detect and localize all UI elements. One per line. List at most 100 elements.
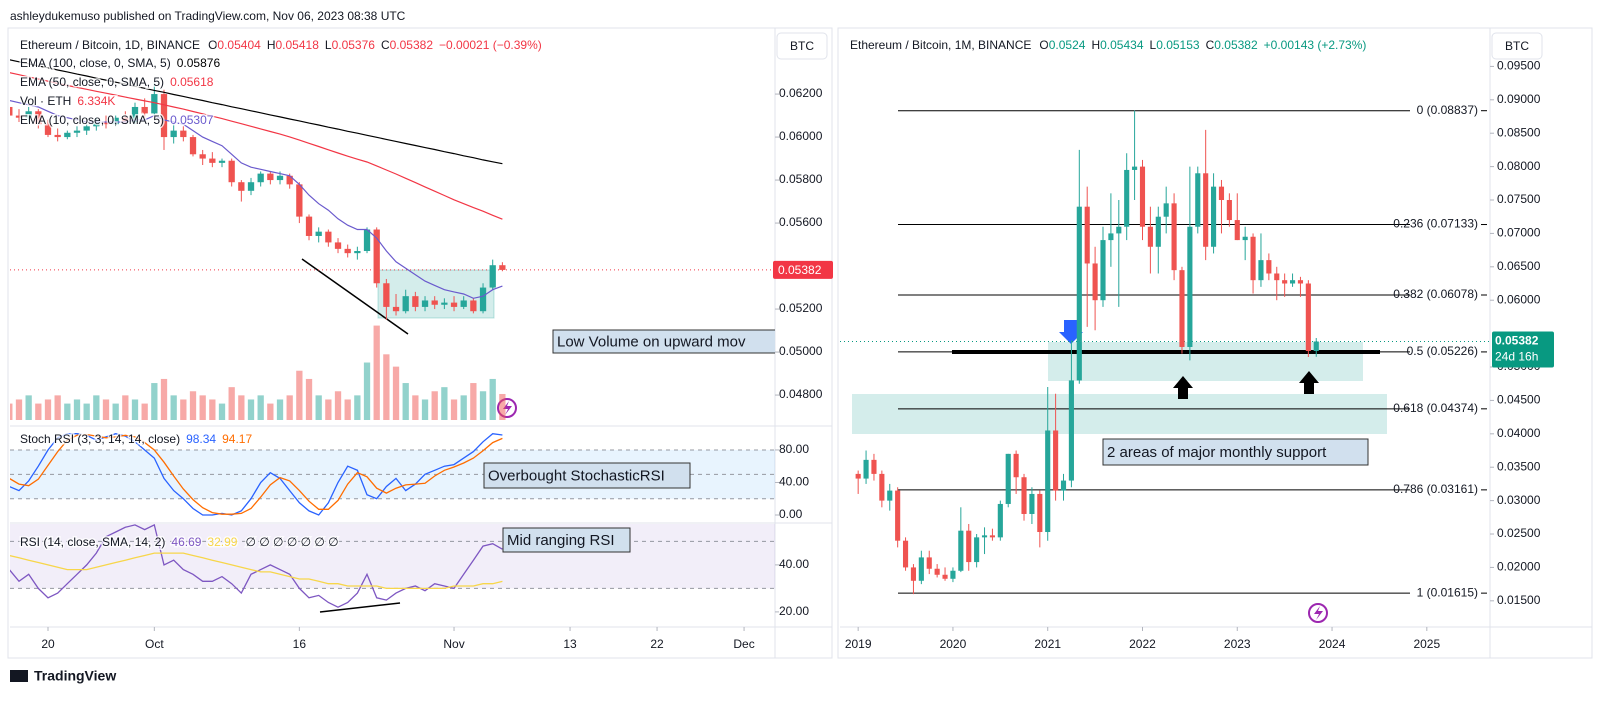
legend-text: 0.05876 xyxy=(177,56,221,70)
candle-body xyxy=(1218,186,1225,201)
volume-bar xyxy=(199,395,206,420)
volume-bar xyxy=(102,399,110,420)
y-tick-label: 0.05200 xyxy=(779,301,823,315)
x-tick-label: Oct xyxy=(145,637,164,651)
legend-text: Vol · ETH xyxy=(20,94,71,108)
candle-body xyxy=(1234,220,1240,241)
price-pane: Low Volume on upward mov xyxy=(10,59,775,420)
price-pane: 0 (0.08837) 0.236 (0.07133) 0.382 (0.06078… xyxy=(840,103,1490,599)
volume-bar xyxy=(479,391,487,420)
candle-body xyxy=(286,175,293,185)
candle-body xyxy=(363,229,371,252)
y-tick-label: 0.08500 xyxy=(1497,125,1541,139)
legend-text: ∅ ∅ ∅ ∅ ∅ ∅ ∅ xyxy=(245,535,338,549)
indicator-line xyxy=(10,433,503,515)
candle-body xyxy=(325,231,332,243)
volume-bar xyxy=(334,391,342,420)
candle-body xyxy=(1029,493,1035,514)
candle-body xyxy=(1289,280,1296,284)
x-tick-label: 20 xyxy=(41,637,55,651)
candle-body xyxy=(170,130,177,138)
candle-body xyxy=(1211,186,1217,247)
candle-body xyxy=(354,251,361,254)
rsi-pane: Mid ranging RSI xyxy=(10,524,775,608)
candle-body xyxy=(1053,430,1059,491)
volume-bar xyxy=(112,403,119,420)
candle-body xyxy=(247,182,255,191)
candle-body xyxy=(199,154,206,159)
candle-body xyxy=(871,459,877,474)
candle-body xyxy=(412,296,419,307)
candle-body xyxy=(1187,226,1193,347)
candle-body xyxy=(910,567,917,581)
ema-line xyxy=(10,59,503,165)
indicator-legend: RSI (14, close, SMA, 14, 2) 46.69 32.99 ∅ ∅… xyxy=(20,535,339,549)
volume-bar xyxy=(15,399,23,420)
y-tick-label: 0.06200 xyxy=(779,86,823,100)
candle-body xyxy=(926,557,932,569)
price-box-label: 0.05382 xyxy=(1495,334,1539,348)
price-box xyxy=(773,260,833,279)
x-tick-label: 2023 xyxy=(1224,637,1251,651)
y-tick-label: 0.07500 xyxy=(1497,192,1541,206)
candle-body xyxy=(35,111,42,125)
y-tick-label: 0.02000 xyxy=(1497,560,1541,574)
y-tick-label: 0.04000 xyxy=(1497,426,1541,440)
legend-text: 98.34 xyxy=(186,432,216,446)
candle-body xyxy=(112,117,119,125)
volume-bar xyxy=(354,395,361,420)
volume-bar xyxy=(44,399,52,420)
x-tick-label: 2019 xyxy=(845,637,872,651)
candle-body xyxy=(334,242,342,249)
candle-body xyxy=(73,130,81,133)
volume-bar xyxy=(499,393,506,420)
volume-bar xyxy=(383,354,390,420)
legend-text: 0.05307 xyxy=(170,113,214,127)
legend-text: 0.05382 xyxy=(1214,38,1258,52)
legend-text: 0.05434 xyxy=(1100,38,1144,52)
x-tick-label: Dec xyxy=(733,637,754,651)
volume-bar xyxy=(170,395,177,420)
legend-text: 0.05376 xyxy=(332,38,376,52)
fib-label: 1 (0.01615) xyxy=(1417,585,1478,599)
volume-bar xyxy=(392,366,400,420)
volume-bar xyxy=(160,378,168,420)
y-tick-label: 0.05600 xyxy=(779,215,823,229)
candle-body xyxy=(267,173,274,181)
candle-body xyxy=(44,124,52,135)
legend-text: O xyxy=(1039,38,1048,52)
candle-body xyxy=(934,568,940,575)
candle-body xyxy=(228,160,235,183)
candle-body xyxy=(1313,341,1319,351)
candle-body xyxy=(1037,493,1043,533)
candle-body xyxy=(1045,430,1051,533)
volume-bar xyxy=(460,395,467,420)
candle-body xyxy=(958,530,964,571)
legend-text: 0.0524 xyxy=(1049,38,1086,52)
chart-legend: Ethereum / Bitcoin, 1D, BINANCE O0.05404 H… xyxy=(20,38,542,52)
legend-text: 0.05418 xyxy=(275,38,319,52)
candle-body xyxy=(64,132,71,138)
candle-body xyxy=(1147,226,1153,247)
candle-body xyxy=(989,535,995,538)
y-tick-label: 0.03000 xyxy=(1497,493,1541,507)
volume-bar xyxy=(296,370,303,420)
legend-text: Ethereum / Bitcoin, 1M, BINANCE xyxy=(850,38,1031,52)
candle-body xyxy=(1250,236,1256,281)
fib-label: 0.5 (0.05226) xyxy=(1407,344,1478,358)
price-box-label: 0.05382 xyxy=(778,263,822,277)
y-tick-label: 0.09500 xyxy=(1497,59,1541,73)
candle-body xyxy=(895,490,901,541)
candle-body xyxy=(460,300,467,307)
annotation-box xyxy=(552,329,775,354)
candle-body xyxy=(489,265,496,288)
candle-body xyxy=(131,106,139,123)
volume-bar xyxy=(412,395,419,420)
currency-label: BTC xyxy=(790,39,814,53)
candle-body xyxy=(402,296,409,312)
indicator-line xyxy=(10,552,503,590)
volume-bar xyxy=(441,387,448,420)
candle-body xyxy=(1005,453,1011,504)
legend-text: 0.05404 xyxy=(217,38,261,52)
